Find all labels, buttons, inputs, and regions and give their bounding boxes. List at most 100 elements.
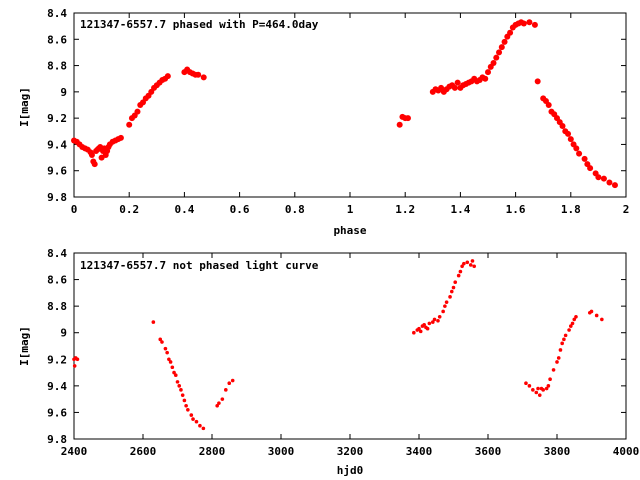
data-points bbox=[71, 19, 618, 189]
data-point bbox=[189, 413, 194, 417]
data-point bbox=[75, 357, 80, 362]
y-axis-label: I[mag] bbox=[18, 87, 31, 127]
data-point bbox=[200, 74, 207, 81]
data-point bbox=[531, 21, 538, 28]
data-point bbox=[526, 19, 533, 26]
data-point bbox=[507, 29, 514, 36]
y-tick-label: 9.4 bbox=[47, 380, 67, 393]
data-point bbox=[404, 115, 411, 122]
x-tick-label: 1.4 bbox=[450, 203, 470, 216]
data-point bbox=[454, 79, 461, 86]
y-tick-label: 8.6 bbox=[47, 274, 67, 287]
data-point bbox=[470, 259, 475, 263]
data-point bbox=[160, 340, 164, 344]
y-tick-label: 9.2 bbox=[47, 112, 67, 125]
data-point bbox=[443, 304, 447, 308]
data-point bbox=[544, 386, 549, 391]
data-point bbox=[179, 388, 183, 392]
x-tick-label: 3000 bbox=[268, 445, 295, 458]
data-point bbox=[425, 326, 430, 331]
x-tick-label: 1.2 bbox=[395, 203, 415, 216]
x-tick-label: 3600 bbox=[475, 445, 502, 458]
data-point bbox=[567, 136, 574, 143]
y-axis-label: I[mag] bbox=[18, 326, 31, 366]
data-point bbox=[493, 54, 500, 61]
data-point bbox=[574, 314, 578, 319]
data-point bbox=[177, 384, 182, 388]
phased-light-curve-panel: 121347-6557.7 phased with P=464.0day pha… bbox=[18, 7, 629, 237]
data-point bbox=[527, 384, 532, 388]
x-tick-label: 1 bbox=[347, 203, 354, 216]
data-point bbox=[437, 314, 442, 319]
data-point bbox=[485, 69, 491, 76]
data-point bbox=[573, 145, 580, 152]
data-point bbox=[563, 333, 568, 338]
data-point bbox=[184, 403, 188, 408]
x-axis-label: phase bbox=[333, 224, 366, 237]
data-point bbox=[173, 373, 178, 378]
data-point bbox=[537, 393, 542, 397]
data-point bbox=[448, 295, 452, 299]
data-point bbox=[498, 44, 505, 51]
data-point bbox=[600, 175, 607, 182]
data-point bbox=[600, 317, 604, 322]
data-point bbox=[558, 348, 563, 352]
x-tick-label: 2600 bbox=[130, 445, 157, 458]
x-tick-label: 3800 bbox=[544, 445, 571, 458]
data-point bbox=[451, 285, 456, 290]
y-tick-label: 9.2 bbox=[47, 353, 67, 366]
axis-ticks: 2400 2600 2800 3000 3200 3400 3600 3800 4000 8.4 8… bbox=[47, 247, 639, 458]
data-point bbox=[536, 386, 540, 391]
data-point bbox=[589, 309, 594, 314]
data-point bbox=[594, 313, 599, 318]
data-point bbox=[546, 384, 551, 388]
data-point bbox=[194, 419, 199, 424]
data-point bbox=[182, 398, 187, 403]
data-point bbox=[611, 182, 618, 189]
data-point bbox=[230, 378, 235, 383]
data-point bbox=[581, 155, 588, 162]
data-point bbox=[572, 317, 577, 322]
data-point bbox=[195, 71, 202, 78]
data-point bbox=[170, 365, 175, 370]
data-point bbox=[541, 388, 545, 392]
data-point bbox=[451, 84, 458, 91]
data-point bbox=[431, 320, 435, 324]
data-points bbox=[72, 259, 604, 431]
chart-title: 121347-6557.7 not phased light curve bbox=[80, 259, 319, 272]
plot-frame bbox=[73, 12, 627, 198]
data-point bbox=[441, 309, 445, 314]
data-point bbox=[524, 381, 528, 386]
data-point bbox=[436, 318, 440, 323]
data-point bbox=[465, 260, 470, 265]
data-point bbox=[559, 123, 566, 130]
data-point bbox=[567, 328, 571, 332]
x-axis-label: hjd0 bbox=[337, 464, 364, 477]
data-point bbox=[165, 350, 169, 355]
y-tick-label: 9.4 bbox=[47, 138, 67, 151]
data-point bbox=[201, 426, 206, 431]
data-point bbox=[412, 330, 416, 335]
data-point bbox=[186, 407, 190, 412]
data-point bbox=[453, 280, 458, 285]
data-point bbox=[417, 326, 421, 331]
data-point bbox=[595, 174, 602, 181]
data-point bbox=[167, 357, 171, 362]
y-tick-label: 8.8 bbox=[47, 60, 67, 73]
data-point bbox=[126, 121, 133, 128]
data-point bbox=[545, 102, 552, 108]
data-point bbox=[172, 370, 176, 375]
data-point bbox=[449, 289, 454, 294]
data-point bbox=[224, 388, 228, 392]
raw-light-curve-panel: 121347-6557.7 not phased light curve hjd… bbox=[18, 247, 639, 477]
y-tick-label: 9.8 bbox=[47, 433, 67, 446]
data-point bbox=[534, 390, 539, 395]
data-point bbox=[587, 165, 594, 172]
data-point bbox=[472, 264, 477, 269]
x-tick-label: 2 bbox=[623, 203, 630, 216]
data-point bbox=[490, 59, 497, 66]
data-point bbox=[570, 321, 575, 326]
y-tick-label: 9 bbox=[60, 86, 67, 99]
data-point bbox=[158, 337, 163, 342]
